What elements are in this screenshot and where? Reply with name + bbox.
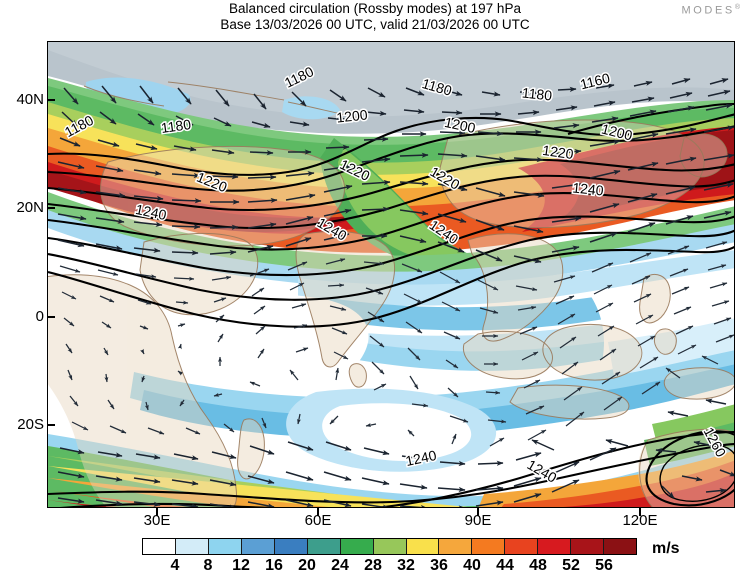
- colorbar-segment-14: [604, 539, 637, 554]
- svg-text:1180: 1180: [521, 84, 553, 103]
- colorbar-tick-20: 20: [298, 557, 316, 574]
- colorbar-segment-3: [241, 539, 275, 554]
- colorbar-swatches: [142, 538, 637, 555]
- registered-mark: ®: [734, 4, 740, 11]
- modes-logo: MODES®: [681, 4, 740, 17]
- colorbar-segment-2: [208, 539, 242, 554]
- wind-vectors-southern: [57, 398, 734, 507]
- x-tick-mark: [317, 508, 319, 516]
- colorbar-tick-labels: 4 8 12 16 20 24 28 32 36 40 44 48 52 56: [142, 555, 637, 577]
- contour-label: 1180: [520, 83, 555, 105]
- colorbar-segment-12: [538, 539, 572, 554]
- windspeed-shading: [48, 42, 734, 507]
- title-line-1: Balanced circulation (Rossby modes) at 1…: [229, 1, 521, 16]
- wind-vectors-tropics: [59, 241, 734, 447]
- colorbar-tick-56: 56: [595, 557, 613, 574]
- map-plot-area: 1180 1180 1180 1180 1180 1160 1200 1200 1200 1220…: [47, 41, 735, 508]
- colorbar-tick-32: 32: [397, 557, 415, 574]
- svg-text:1220: 1220: [541, 142, 574, 162]
- y-tick-40N: 40N: [16, 91, 44, 108]
- colorbar-tick-8: 8: [203, 557, 213, 574]
- height-contours: [48, 102, 734, 507]
- svg-text:1240: 1240: [572, 179, 605, 198]
- y-tick-mark: [47, 207, 55, 209]
- colorbar-units: m/s: [652, 540, 680, 557]
- colorbar-segment-5: [307, 539, 341, 554]
- colorbar-tick-52: 52: [562, 557, 580, 574]
- x-tick-30E: 30E: [143, 512, 171, 529]
- land-overlay: [48, 119, 734, 507]
- colorbar-segment-1: [175, 539, 209, 554]
- svg-text:1200: 1200: [336, 106, 369, 125]
- colorbar-segment-6: [340, 539, 374, 554]
- colorbar-tick-44: 44: [496, 557, 514, 574]
- y-tick-mark: [47, 424, 55, 426]
- colorbar: 4 8 12 16 20 24 28 32 36 40 44 48 52 56: [142, 538, 637, 577]
- colorbar-segment-8: [406, 539, 440, 554]
- contour-label: 1220: [540, 140, 576, 163]
- x-tick-90E: 90E: [464, 512, 492, 529]
- modes-wordmark: MODES: [681, 4, 735, 17]
- y-tick-mark: [47, 99, 55, 101]
- colorbar-segment-7: [373, 539, 407, 554]
- x-tick-60E: 60E: [304, 512, 332, 529]
- wind-vectors: [57, 78, 734, 264]
- colorbar-segment-10: [472, 539, 506, 554]
- colorbar-tick-12: 12: [232, 557, 250, 574]
- x-tick-120E: 120E: [622, 512, 658, 529]
- colorbar-tick-40: 40: [463, 557, 481, 574]
- colorbar-segment-13: [571, 539, 605, 554]
- colorbar-tick-4: 4: [170, 557, 180, 574]
- colorbar-tick-48: 48: [529, 557, 547, 574]
- y-tick-0: 0: [35, 308, 44, 325]
- x-tick-mark: [639, 508, 641, 516]
- title-line-2: Base 13/03/2026 00 UTC, valid 21/03/2026…: [220, 17, 530, 32]
- svg-text:1180: 1180: [160, 116, 192, 136]
- x-tick-mark: [477, 508, 479, 516]
- contour-label: 1200: [334, 105, 370, 127]
- colorbar-segment-9: [439, 539, 473, 554]
- chart-title: Balanced circulation (Rossby modes) at 1…: [0, 1, 750, 33]
- x-tick-mark: [156, 508, 158, 516]
- colorbar-tick-24: 24: [331, 557, 349, 574]
- colorbar-segment-0: [143, 539, 176, 554]
- colorbar-segment-11: [505, 539, 539, 554]
- colorbar-tick-16: 16: [265, 557, 283, 574]
- colorbar-tick-28: 28: [364, 557, 382, 574]
- colorbar-segment-4: [274, 539, 308, 554]
- y-tick-20S: 20S: [17, 416, 44, 433]
- y-tick-mark: [47, 316, 55, 318]
- y-tick-20N: 20N: [16, 199, 44, 216]
- contour-label: 1240: [570, 178, 606, 200]
- contour-label: 1180: [158, 114, 193, 137]
- colorbar-tick-36: 36: [430, 557, 448, 574]
